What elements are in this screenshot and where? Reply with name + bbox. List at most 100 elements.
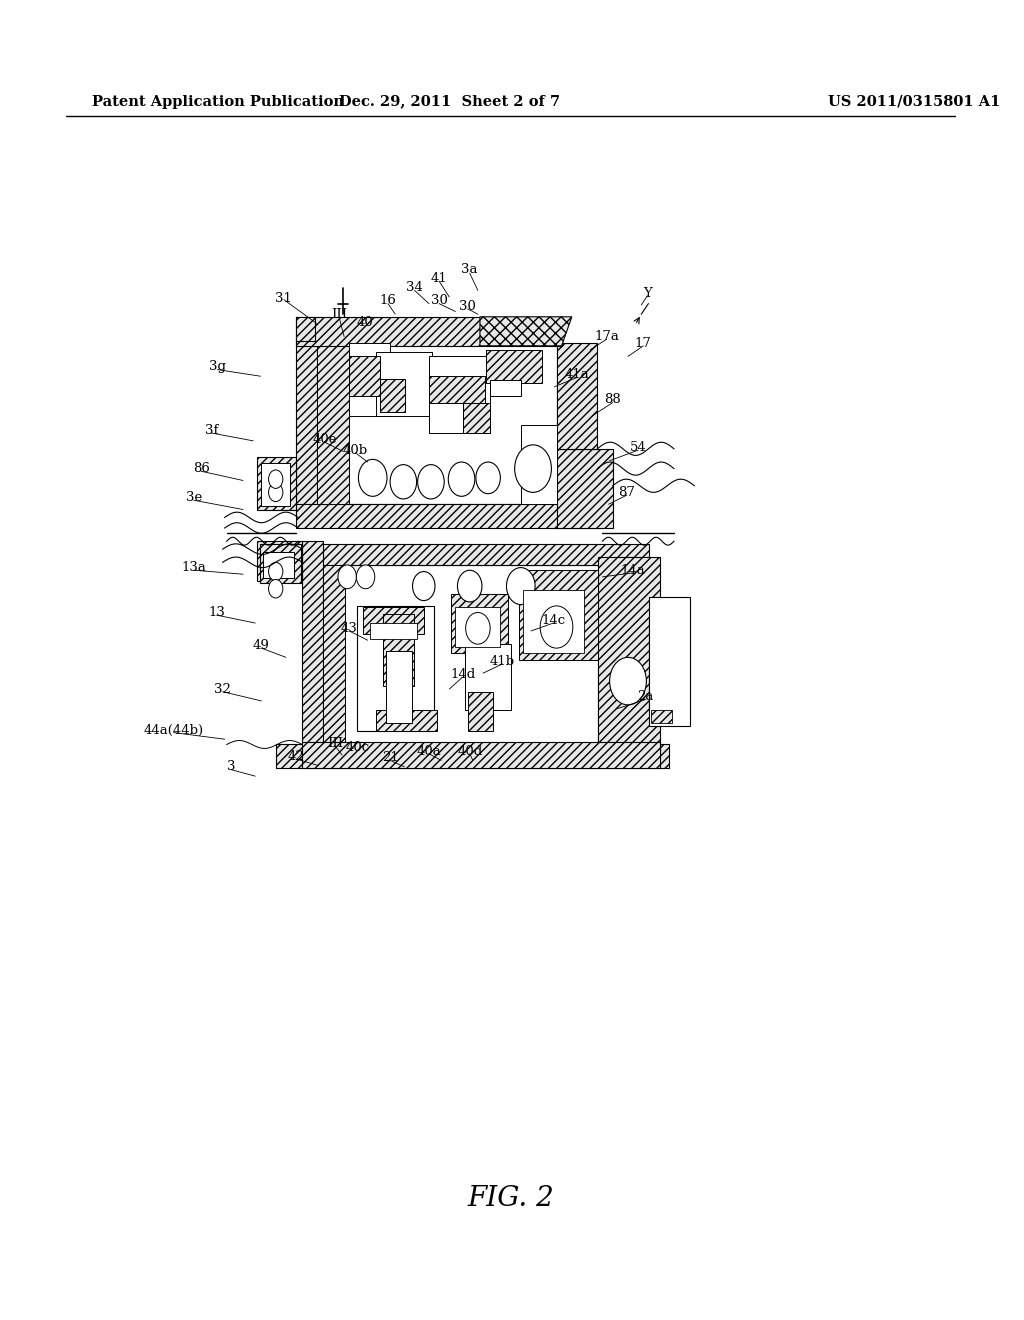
Text: 86: 86 [193,462,210,475]
Text: 44a(44b): 44a(44b) [143,723,204,737]
Bar [257,457,296,510]
Text: 13a: 13a [181,561,207,574]
Text: 13: 13 [208,606,225,619]
Text: Patent Application Publication: Patent Application Publication [92,95,344,108]
Circle shape [458,570,482,602]
Bar [302,742,659,768]
Text: 41a: 41a [564,368,590,381]
Text: 88: 88 [604,393,622,407]
Text: 17a: 17a [594,330,618,343]
Bar [316,343,556,504]
Text: Dec. 29, 2011  Sheet 2 of 7: Dec. 29, 2011 Sheet 2 of 7 [339,95,560,108]
Circle shape [476,462,501,494]
Bar [386,651,412,723]
Bar [490,380,521,396]
Text: 30: 30 [459,300,476,313]
Bar [519,570,598,660]
Bar [362,607,424,634]
Circle shape [449,462,475,496]
Text: 14d: 14d [450,668,475,681]
Circle shape [418,465,444,499]
Text: 3a: 3a [462,263,478,276]
Bar [649,665,680,708]
Text: 30: 30 [431,294,447,308]
Circle shape [413,572,435,601]
Bar [463,403,490,433]
Text: 2a: 2a [637,690,653,704]
Text: 31: 31 [275,292,292,305]
Text: 40c: 40c [345,741,370,754]
Circle shape [268,579,283,598]
Bar [349,356,380,396]
Bar [275,744,669,768]
Circle shape [356,565,375,589]
Text: 3f: 3f [205,424,218,437]
Text: 40d: 40d [457,744,482,758]
Text: 17: 17 [635,337,651,350]
Circle shape [268,483,283,502]
Circle shape [390,465,417,499]
Bar [649,618,688,710]
Bar [323,565,598,744]
Text: 40: 40 [356,315,373,329]
Text: 32: 32 [214,682,231,696]
Circle shape [609,657,646,705]
Bar [302,541,323,752]
Text: 43: 43 [341,622,357,635]
Bar [376,710,437,731]
Text: 21: 21 [382,751,398,764]
Bar [429,356,490,433]
Circle shape [541,606,572,648]
Bar [456,607,501,647]
Bar [523,590,584,653]
Bar [383,614,414,686]
Circle shape [515,445,551,492]
Bar [598,557,659,752]
Circle shape [268,562,283,581]
Circle shape [358,459,387,496]
Bar [302,544,649,565]
Bar [296,317,561,346]
Text: 41b: 41b [489,655,515,668]
Text: 40b: 40b [343,444,368,457]
Bar [556,449,612,528]
Bar [260,544,301,583]
Bar [429,376,485,403]
Text: 3g: 3g [209,360,226,374]
Text: 16: 16 [380,294,396,308]
Circle shape [268,470,283,488]
Text: III: III [327,737,343,750]
Bar [261,463,290,506]
Text: 3: 3 [226,760,236,774]
Bar [357,606,434,731]
Text: 42: 42 [288,750,304,763]
Circle shape [507,568,536,605]
Polygon shape [480,317,571,346]
Circle shape [338,565,356,589]
Circle shape [466,612,490,644]
Bar [349,343,390,416]
Text: 40e: 40e [312,433,337,446]
Bar [380,379,406,412]
Bar [296,504,602,528]
Bar [263,552,294,578]
Text: 41: 41 [431,272,447,285]
Text: 3e: 3e [186,491,202,504]
Bar [556,343,597,449]
Bar [521,425,556,504]
Bar [376,352,432,416]
Text: III: III [331,308,347,321]
Text: 87: 87 [618,486,636,499]
Bar [323,565,345,744]
Text: 14a: 14a [621,564,645,577]
Bar [651,710,672,723]
Text: 34: 34 [407,281,423,294]
Bar [465,644,511,710]
Bar [257,541,302,581]
Text: FIG. 2: FIG. 2 [467,1185,554,1212]
Bar [316,343,349,504]
Bar [370,623,417,639]
Text: 40a: 40a [417,744,441,758]
Text: 49: 49 [253,639,270,652]
Bar [452,594,508,653]
